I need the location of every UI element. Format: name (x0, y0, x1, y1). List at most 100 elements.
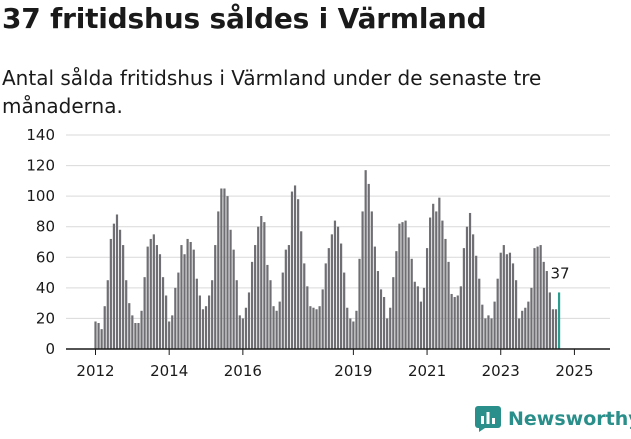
bar (195, 278, 198, 349)
bar (364, 170, 367, 349)
brand-name: Newsworthy (508, 408, 631, 430)
bar (297, 199, 300, 349)
bar (349, 318, 352, 349)
bar (250, 261, 254, 349)
bar (554, 309, 558, 349)
bar (401, 222, 404, 349)
bar (226, 196, 229, 349)
bar (484, 318, 487, 349)
bar (514, 280, 518, 349)
bar (306, 286, 309, 349)
bar (370, 211, 373, 349)
y-tick-label: 0 (45, 340, 55, 358)
bar (238, 315, 241, 349)
bar (527, 301, 530, 349)
bar (505, 254, 508, 349)
bar (468, 212, 472, 349)
bar (269, 280, 272, 349)
newsworthy-logo: Newsworthy (475, 406, 631, 432)
x-tick-label: 2019 (334, 362, 372, 380)
bar (134, 323, 137, 349)
chart-title: 37 fritidshus såldes i Värmland (2, 2, 487, 35)
bar (376, 271, 380, 349)
bar (207, 295, 211, 349)
bar (392, 277, 395, 349)
bar (168, 321, 171, 349)
bar (447, 261, 450, 349)
bar (373, 246, 376, 349)
chart-subtitle: Antal sålda fritidshus i Värmland under … (2, 66, 542, 118)
y-tick-label: 100 (26, 187, 55, 205)
bar (177, 272, 180, 349)
y-tick-label: 20 (36, 309, 55, 327)
bar (361, 211, 364, 349)
bar (171, 315, 174, 349)
bar (140, 310, 143, 349)
bar (511, 263, 515, 349)
bar (395, 251, 398, 349)
bar (315, 309, 318, 349)
bar (109, 238, 112, 349)
bar (201, 309, 205, 349)
bar (281, 272, 284, 349)
bar (521, 310, 524, 349)
x-tick-label: 2016 (224, 362, 262, 380)
bar (131, 315, 134, 349)
bar (542, 261, 545, 349)
bar (278, 301, 281, 349)
bar (530, 287, 533, 349)
bar (456, 295, 459, 349)
bar (149, 238, 152, 349)
bars (94, 170, 561, 349)
bar (324, 263, 327, 349)
bar (533, 248, 536, 349)
bar (367, 183, 370, 349)
bar (382, 297, 386, 349)
bar (321, 289, 324, 349)
bar (241, 318, 244, 349)
bar (174, 287, 177, 349)
bar (487, 315, 490, 349)
bar (358, 258, 361, 349)
newsworthy-logo-icon (475, 406, 501, 432)
bar (327, 248, 330, 349)
bar (478, 278, 481, 349)
bar (336, 226, 340, 349)
y-tick-label: 140 (26, 126, 55, 144)
bar (198, 295, 201, 349)
bar (416, 286, 419, 349)
x-tick-label: 2025 (555, 362, 593, 380)
bar (232, 249, 235, 349)
bar (229, 229, 232, 349)
bar (115, 214, 119, 349)
bar (441, 220, 444, 349)
bar (389, 307, 392, 349)
bar (158, 254, 162, 349)
bar (186, 238, 189, 349)
bar (290, 191, 294, 349)
y-axis-labels: 0 20 40 60 80 100 120 140 (26, 126, 55, 358)
y-tick-label: 60 (36, 248, 55, 266)
bar (398, 223, 401, 349)
bar (419, 301, 423, 349)
bar (122, 245, 125, 349)
bar (343, 272, 346, 349)
bar (97, 323, 100, 349)
bar (128, 303, 131, 349)
bar (459, 286, 462, 349)
bar (548, 292, 551, 349)
bar (103, 306, 106, 349)
bar (472, 234, 475, 349)
bar (100, 329, 103, 349)
bar (165, 295, 168, 349)
bar (161, 277, 165, 349)
bar (453, 297, 456, 349)
bar (551, 309, 555, 349)
bar (254, 245, 257, 349)
bar (410, 258, 413, 349)
bar (293, 185, 297, 349)
bar (379, 289, 383, 349)
bar (425, 248, 429, 349)
bar (432, 203, 435, 349)
